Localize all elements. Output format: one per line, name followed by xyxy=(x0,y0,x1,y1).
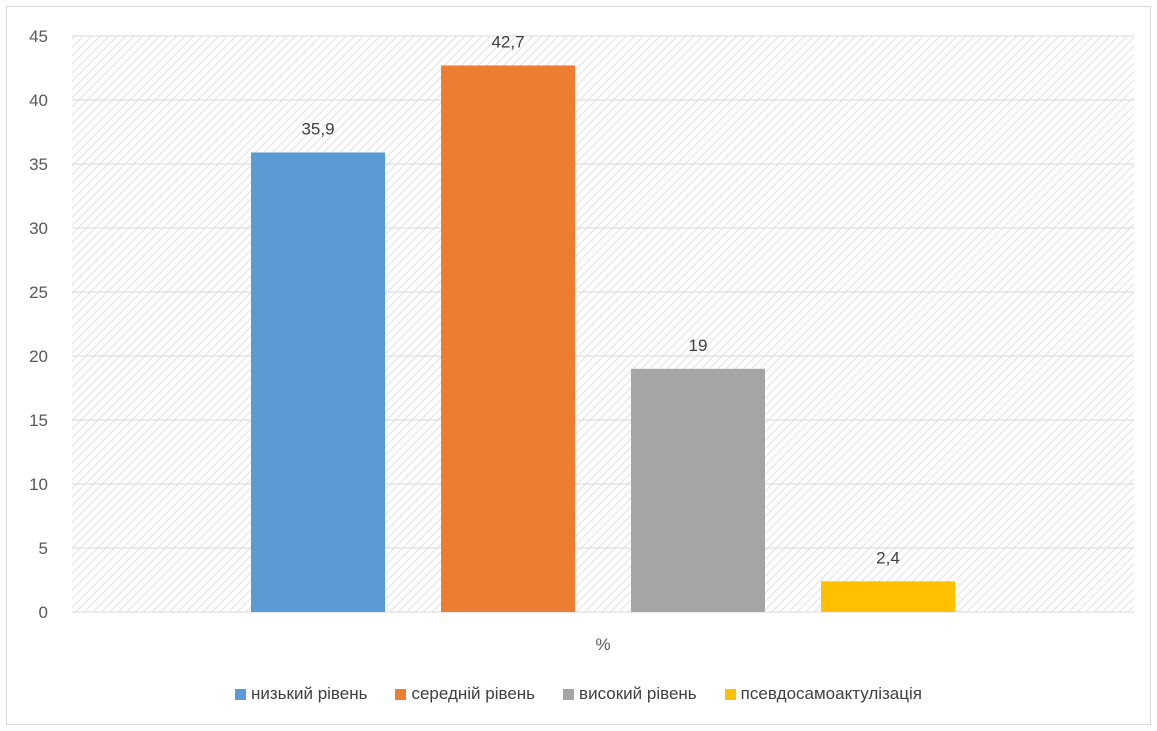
legend-item: псевдосамоактулізація xyxy=(724,684,922,704)
y-tick-label: 0 xyxy=(39,603,48,622)
bar-3 xyxy=(631,368,765,612)
legend-label: псевдосамоактулізація xyxy=(740,684,922,703)
legend-item: низький рівень xyxy=(235,684,367,704)
gridlines xyxy=(72,35,1134,613)
legend-item: середній рівень xyxy=(395,684,535,704)
legend-swatch xyxy=(724,688,736,700)
y-axis-ticks: 0 5 10 15 20 25 30 35 40 45 xyxy=(29,27,48,622)
legend: низький рівень середній рівень високий рів… xyxy=(0,684,1157,704)
legend-swatch xyxy=(395,688,407,700)
y-tick-label: 30 xyxy=(29,219,48,238)
data-labels: 35,9 42,7 19 2,4 xyxy=(301,32,899,567)
x-axis-category-label: % xyxy=(595,635,610,654)
legend-swatch xyxy=(235,688,246,700)
data-label-2: 42,7 xyxy=(491,32,524,51)
legend-item: високий рівень xyxy=(563,684,697,704)
y-tick-label: 25 xyxy=(29,283,48,302)
y-tick-label: 10 xyxy=(29,475,48,494)
chart-frame xyxy=(6,6,1151,725)
y-tick-label: 5 xyxy=(39,539,48,558)
y-tick-label: 35 xyxy=(29,155,48,174)
legend-label: середній рівень xyxy=(411,684,536,703)
legend-label: високий рівень xyxy=(579,684,697,703)
y-tick-label: 40 xyxy=(29,91,48,110)
data-label-3: 19 xyxy=(689,336,708,355)
legend-label: низький рівень xyxy=(251,684,368,703)
legend-swatch xyxy=(563,688,575,700)
data-label-1: 35,9 xyxy=(301,119,334,138)
bar-4 xyxy=(821,581,955,612)
bars xyxy=(251,65,955,613)
y-tick-label: 15 xyxy=(29,411,48,430)
plot-area xyxy=(72,36,1134,612)
bar-1 xyxy=(251,152,385,613)
bar-2 xyxy=(441,65,575,612)
y-tick-label: 45 xyxy=(29,27,48,46)
y-tick-label: 20 xyxy=(29,347,48,366)
data-label-4: 2,4 xyxy=(876,548,900,567)
